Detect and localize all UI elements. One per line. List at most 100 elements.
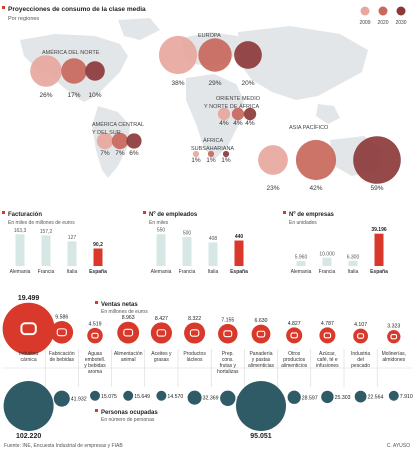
personas-value-label: 15.075 [101, 394, 117, 400]
sector-name-label: infusiones [316, 363, 339, 369]
sector-name-label: cons. [222, 357, 234, 363]
bar-value-label: 5.960 [295, 255, 308, 261]
bubble-value-label: 29% [208, 80, 221, 87]
bubble-2009 [96, 132, 114, 150]
bar-category-label: España [89, 269, 107, 275]
bubble-value-label: 1% [191, 157, 201, 164]
bar-title-facturacion: Facturación [8, 212, 42, 218]
bar-charts: Facturación En miles de millones de euro… [2, 211, 388, 275]
personas-value-label: 15.649 [134, 394, 150, 400]
bubble-2030 [126, 133, 142, 149]
sector-name-label: y pastas [252, 357, 271, 363]
legend-personas: Personas ocupadas En número de personas [95, 409, 158, 423]
sector-cells: 19.499Industriacárnica102.2209.586Fabric… [2, 295, 413, 440]
ventas-value-label: 9.586 [55, 314, 68, 320]
ventas-bubble [184, 322, 206, 344]
bubble-2030 [234, 41, 262, 69]
bar-value-label: 163,3 [14, 228, 27, 234]
region-name-south-america-line2: Y DEL SUR [92, 130, 121, 136]
sector-name-label: hortalizas [217, 369, 239, 375]
personas-value-label: 41.932 [71, 397, 87, 403]
sector-name-label: Alimentación [114, 351, 143, 357]
bubble-2030 [85, 61, 105, 81]
region-name-subsaharan-line2: SUBSAHARIANA [191, 146, 234, 152]
personas-value-label: 22.564 [367, 395, 383, 401]
bars-facturacion: 163,3 Alemania 157,2 Francia 127 Italia 90,2 Es… [10, 228, 108, 275]
legend-label-2009: 2009 [359, 20, 370, 26]
personas-bubble [3, 381, 54, 431]
meat-icon [20, 322, 37, 336]
bubble-2020 [198, 38, 232, 72]
bar-value-label: 500 [183, 231, 192, 237]
bar-category-label: Italia [67, 269, 78, 275]
bubble-value-label: 23% [266, 185, 279, 192]
sector-name-label: Industria [351, 351, 370, 357]
sector-name-label: Aceites y [151, 351, 172, 357]
bar-category-label: Alemania [10, 269, 31, 275]
bar-title-empresas: Nº de empresas [289, 212, 335, 218]
legend-dot-2020 [378, 6, 388, 16]
bar-subtitle-facturacion: En miles de millones de euros [8, 220, 75, 226]
milk-carton-icon [189, 329, 200, 337]
bar-title-marker [2, 211, 5, 214]
personas-bubble [354, 390, 367, 403]
icon-shape [189, 329, 200, 337]
wheat-icon [390, 334, 398, 340]
bar-category-label: Italia [348, 269, 359, 275]
bar-title-empleados: Nº de empleados [149, 212, 198, 218]
bottle-icon [56, 328, 67, 337]
personas-bubble [388, 390, 399, 401]
sector-name-label: embotell. [85, 357, 105, 363]
ventas-value-label: 8.963 [122, 315, 135, 321]
bar [15, 234, 25, 266]
legend-label-2020: 2020 [377, 20, 388, 26]
bar-title-marker [143, 211, 146, 214]
bubble-value-label: 38% [171, 80, 184, 87]
can-icon [290, 332, 298, 339]
bubble-value-label: 59% [370, 185, 383, 192]
bubble-value-label: 17% [67, 92, 80, 99]
continent-asia [238, 26, 368, 100]
legend-dot-2030 [396, 6, 406, 16]
bar-title-marker [283, 211, 286, 214]
sector-name-label: y bebidas [84, 363, 106, 369]
icon-shape [91, 332, 99, 339]
personas-bubble [236, 381, 286, 431]
bar [234, 240, 244, 266]
bubble-value-label: 7% [115, 150, 125, 157]
bubble-value-label: 4% [245, 120, 255, 127]
sector-name-label: Aguas [88, 351, 103, 357]
sector-name-label: almidones [382, 357, 405, 363]
bar-subtitle-empleados: En miles [149, 220, 169, 226]
water-bottle-icon [91, 332, 99, 339]
title-marker [2, 6, 5, 9]
bone-icon [123, 328, 134, 337]
bubble-value-label: 7% [100, 150, 110, 157]
bubble-value-label: 1% [206, 157, 216, 164]
map-section: Proyecciones de consumo de la clase medi… [2, 6, 407, 192]
continent-southeast-asia [316, 104, 340, 124]
sector-name-label: Azúcar, [319, 351, 336, 357]
bar-subtitle-empresas: En unidades [289, 220, 317, 226]
bubble-2009 [192, 150, 200, 158]
ventas-value-label: 4.787 [321, 321, 334, 327]
personas-value-label: 95.051 [250, 433, 272, 440]
bread-icon [256, 330, 266, 338]
bubble-2030 [222, 150, 230, 158]
bar [156, 234, 166, 266]
personas-bubble [220, 390, 236, 406]
sector-name-label: Prep. [222, 351, 234, 357]
icon-shape [223, 330, 233, 338]
bar-chart-facturacion: Facturación En miles de millones de euro… [2, 211, 107, 275]
ventas-marker [95, 301, 98, 304]
bar [41, 235, 51, 266]
icon-shape [156, 329, 167, 337]
sector-name-label: del [357, 357, 364, 363]
bubble-2020 [111, 132, 129, 150]
sector-name-label: café, té e [317, 357, 338, 363]
